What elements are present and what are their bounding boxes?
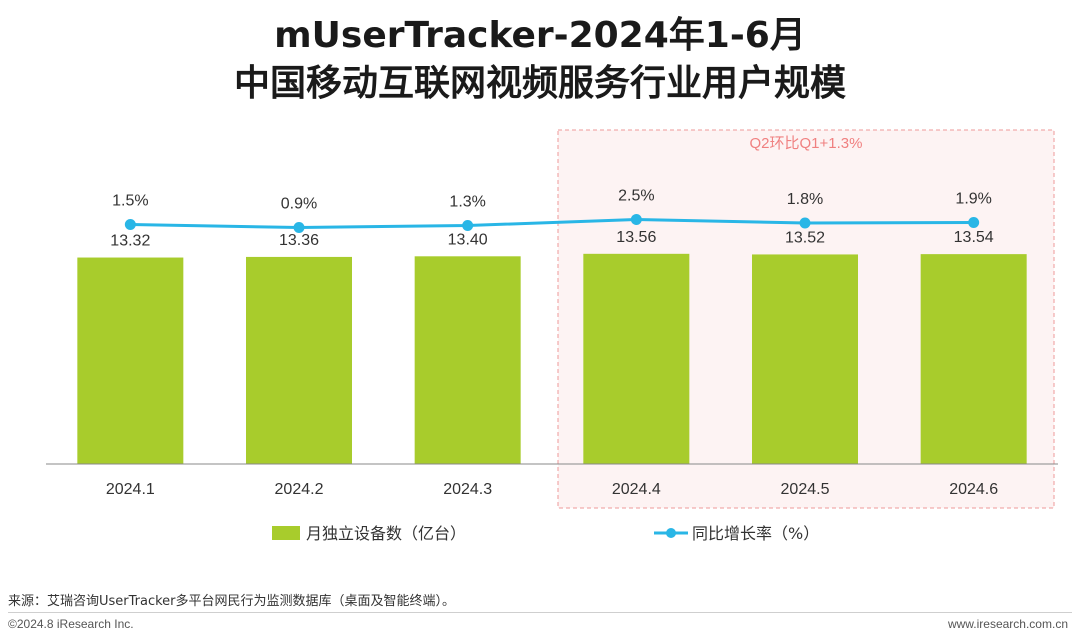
bar-value-label-2024.5: 13.52 (785, 229, 825, 246)
growth-point-2024.3 (462, 220, 474, 231)
bar-2024.3 (414, 256, 521, 464)
growth-label-2024.3: 1.3% (449, 194, 485, 211)
bar-2024.1 (77, 257, 184, 464)
bar-value-label-2024.2: 13.36 (279, 232, 319, 249)
growth-label-2024.1: 1.5% (112, 193, 148, 210)
x-tick-label-2024.1: 2024.1 (106, 481, 155, 498)
bar-value-label-2024.6: 13.54 (954, 229, 994, 246)
growth-label-2024.4: 2.5% (618, 188, 654, 205)
q2-annotation-label: Q2环比Q1+1.3% (750, 135, 863, 152)
website-link[interactable]: www.iresearch.com.cn (947, 617, 1068, 631)
copyright: ©2024.8 iResearch Inc. (8, 617, 134, 631)
bar-2024.5 (752, 254, 858, 464)
legend-line-marker (666, 528, 676, 538)
legend-bar-swatch (272, 526, 300, 540)
growth-point-2024.4 (630, 214, 642, 225)
growth-point-2024.5 (799, 217, 811, 229)
bar-2024.6 (920, 254, 1027, 464)
footer-divider (8, 612, 1072, 613)
chart-title-line-1: mUserTracker-2024年1-6月 (274, 15, 806, 56)
source-note: 来源：艾瑞咨询UserTracker多平台网民行为监测数据库（桌面及智能终端）。 (8, 594, 456, 609)
bar-value-label-2024.1: 13.32 (110, 233, 150, 250)
bar-value-label-2024.4: 13.56 (616, 229, 656, 246)
x-tick-label-2024.6: 2024.6 (949, 481, 998, 498)
chart-title-line-2: 中国移动互联网视频服务行业用户规模 (233, 63, 846, 104)
legend-bar-label: 月独立设备数（亿台） (306, 524, 466, 543)
legend-line-label: 同比增长率（%） (692, 524, 819, 543)
growth-point-2024.6 (968, 217, 980, 228)
x-tick-label-2024.3: 2024.3 (443, 481, 492, 498)
x-tick-label-2024.2: 2024.2 (275, 481, 324, 498)
growth-point-2024.2 (293, 222, 305, 233)
growth-label-2024.2: 0.9% (281, 196, 317, 213)
x-tick-label-2024.5: 2024.5 (781, 481, 830, 498)
bar-2024.2 (246, 256, 352, 464)
bar-value-label-2024.3: 13.40 (448, 231, 488, 248)
user-scale-chart: Q2环比Q1+1.3% 13.32 2024.1 13.36 2024.2 13.40 20… (46, 129, 1058, 543)
bar-2024.4 (583, 253, 690, 464)
growth-label-2024.6: 1.9% (955, 191, 991, 208)
x-tick-label-2024.4: 2024.4 (612, 481, 661, 498)
growth-rate-line (130, 217, 974, 230)
growth-point-2024.1 (124, 219, 136, 230)
growth-label-2024.5: 1.8% (787, 191, 823, 208)
